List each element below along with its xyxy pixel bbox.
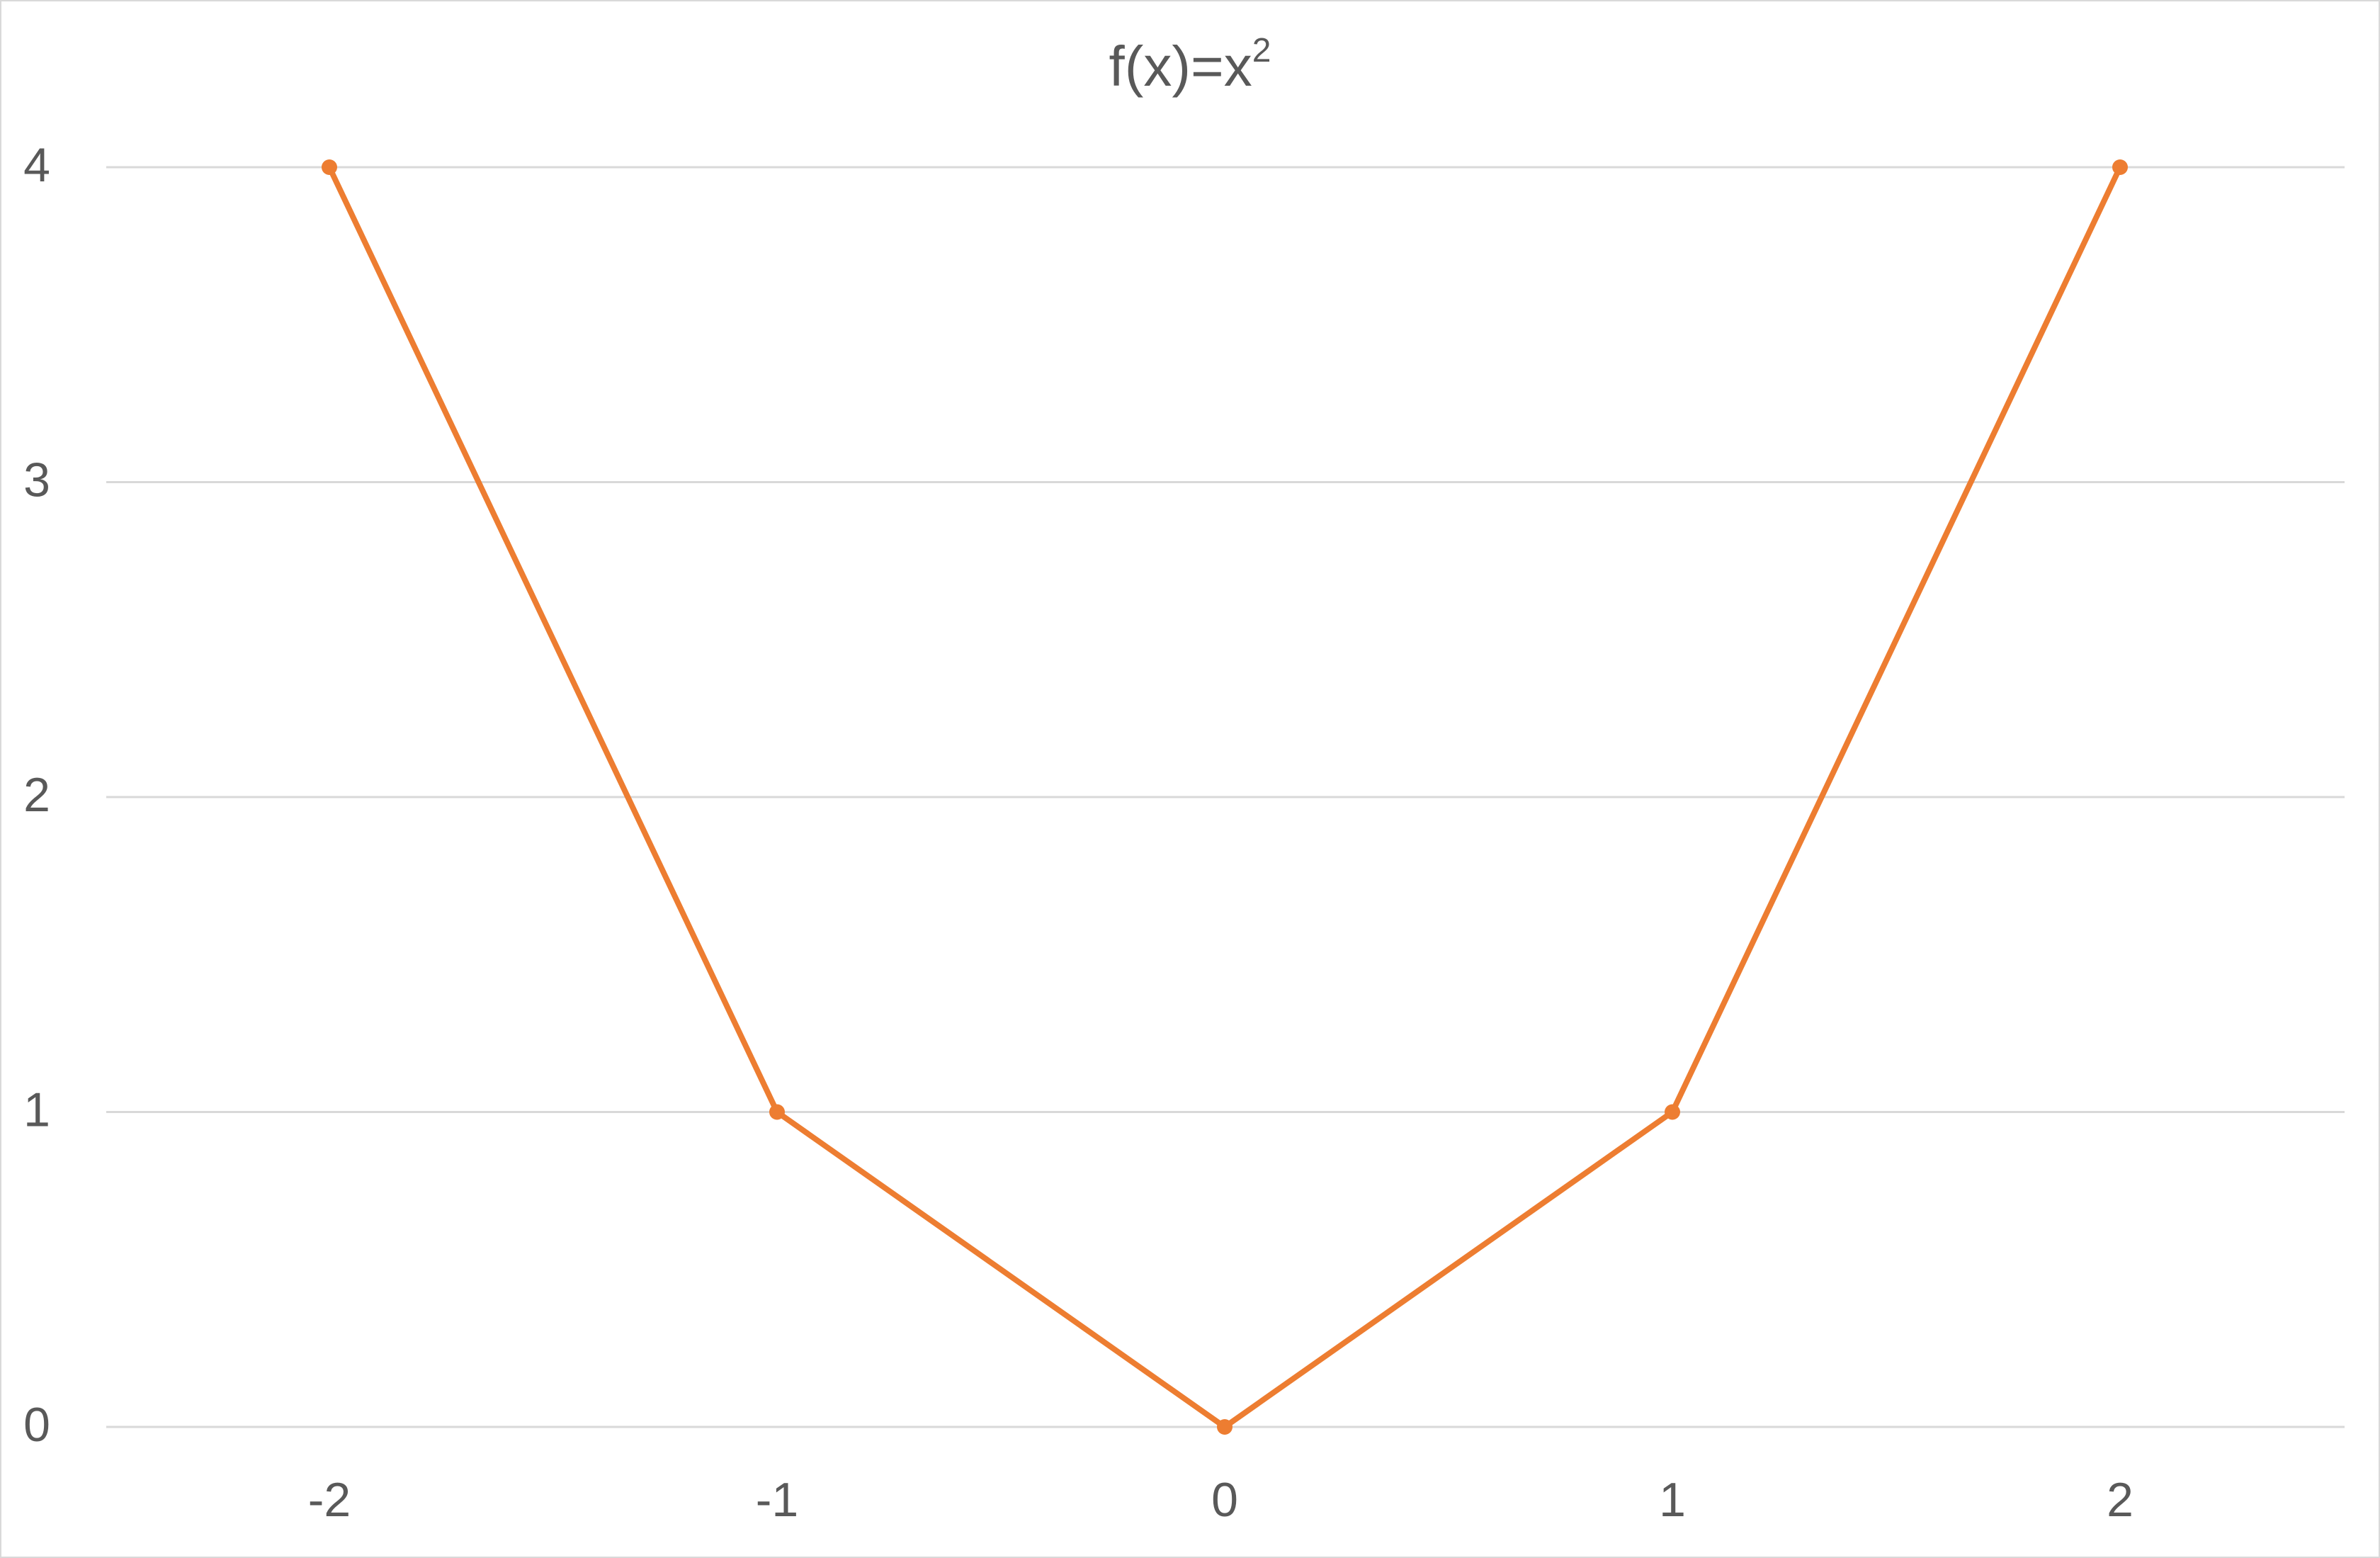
gridlines [106,166,2345,1428]
chart-title: f(x)=x2 [0,34,2380,95]
y-tick-label-2: 2 [23,768,50,822]
data-point--2 [322,159,337,175]
series-layer [322,159,2128,1435]
data-point-1 [1665,1104,1680,1120]
x-tick-label-0: 0 [1211,1473,1238,1527]
x-tick-label--1: -1 [756,1473,798,1527]
y-tick-label-3: 3 [23,453,50,507]
data-point-0 [1217,1419,1232,1435]
data-point--1 [769,1104,785,1120]
x-tick-label-2: 2 [2107,1473,2134,1527]
y-tick-label-1: 1 [23,1083,50,1136]
chart-title-exponent: 2 [1252,32,1271,69]
y-tick-label-0: 0 [23,1398,50,1452]
x-tick-label-1: 1 [1659,1473,1686,1527]
x-tick-label--2: -2 [308,1473,351,1527]
y-tick-label-4: 4 [23,138,50,192]
data-point-2 [2112,159,2128,175]
y-axis-tick-labels: 0 1 2 3 4 [23,138,50,1452]
x-axis-tick-labels: -2 -1 0 1 2 [308,1473,2134,1527]
chart-title-base: f(x)=x [1109,35,1252,98]
